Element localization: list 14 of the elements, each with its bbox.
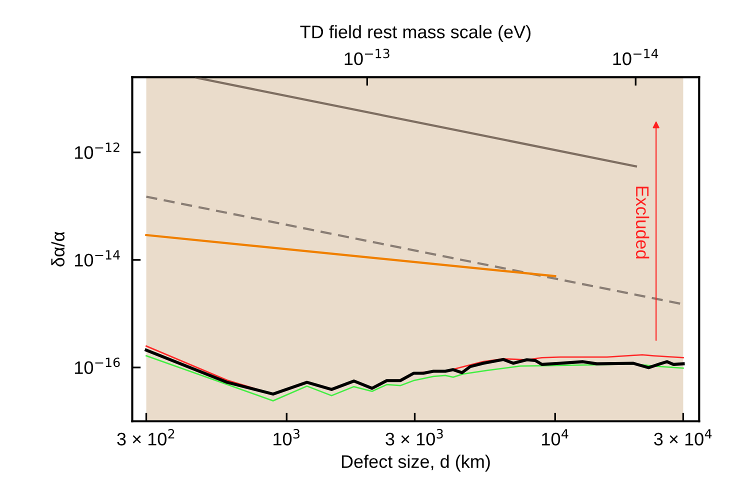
- x-tick-label: 3 × 10$^{3}$: [386, 429, 443, 446]
- annotation: Excluded: [636, 186, 650, 258]
- x2-axis-title: TD field rest mass scale (eV): [300, 25, 530, 42]
- y-axis-title: δα/α: [51, 232, 65, 266]
- x-tick-label: 3 × 10$^{2}$: [117, 429, 174, 446]
- x-axis-title: Defect size, d (km): [342, 454, 490, 472]
- y-tick-label: 10$^{−12}$: [75, 142, 120, 159]
- x-tick-label: 10$^{3}$: [274, 429, 300, 446]
- y-tick-label: 10$^{−16}$: [75, 358, 120, 374]
- y-tick-label: 10$^{−14}$: [75, 250, 120, 267]
- x-tick-label: 10$^{4}$: [542, 429, 568, 446]
- x-tick-label: 3 × 10$^{4}$: [654, 429, 712, 446]
- x2-tick-label: 10$^{−13}$: [344, 48, 390, 66]
- x2-tick-label: 10$^{−14}$: [613, 48, 658, 66]
